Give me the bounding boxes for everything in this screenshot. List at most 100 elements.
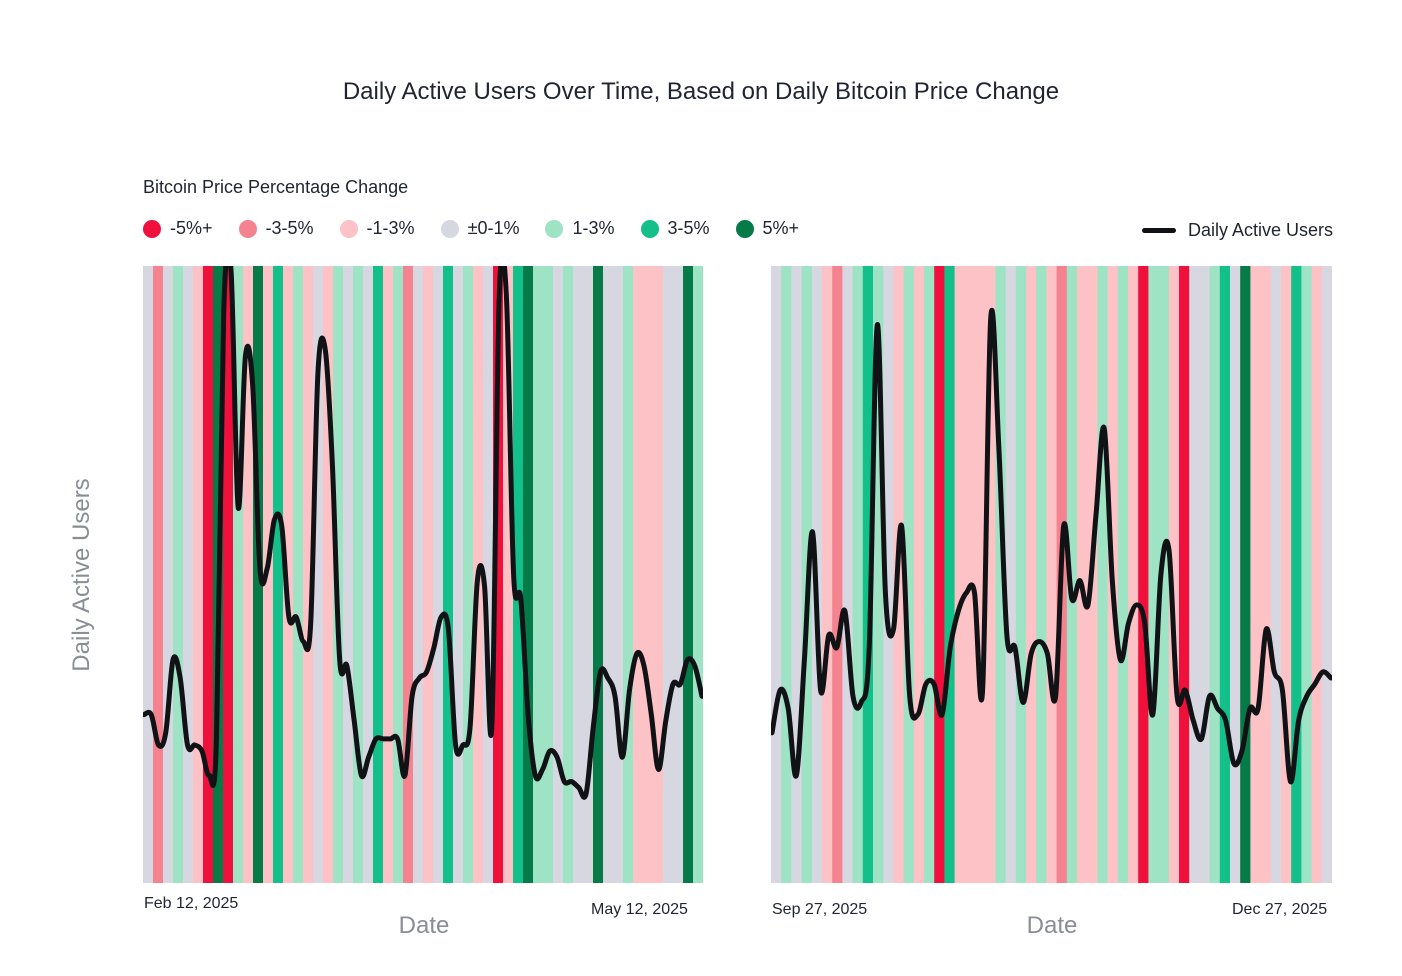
left-price-band-up1 (533, 266, 544, 883)
legend-item-down5[interactable]: -5%+ (143, 218, 213, 239)
left-price-band-up1 (693, 266, 703, 883)
legend-item-up5[interactable]: 5%+ (735, 218, 800, 239)
legend-swatch-up3 (640, 219, 659, 238)
right-price-band-neutral (1321, 266, 1332, 883)
legend-label-up5: 5%+ (762, 218, 800, 238)
right-price-band-neutral (842, 266, 854, 883)
left-price-band-neutral (613, 266, 624, 883)
legend-item-down3[interactable]: -3-5% (238, 218, 314, 239)
right-price-band-up3 (1219, 266, 1231, 883)
left-x-tick-start: Feb 12, 2025 (144, 895, 239, 912)
left-price-band-up3 (513, 266, 524, 883)
left-price-band-neutral (313, 266, 324, 883)
right-price-band-down1 (1281, 266, 1292, 883)
right-price-band-down5 (934, 266, 945, 883)
chart-title: Daily Active Users Over Time, Based on D… (342, 78, 1060, 105)
legend-title: Bitcoin Price Percentage Change (143, 177, 409, 197)
legend-item-up1[interactable]: 1-3% (545, 218, 615, 239)
right-price-band-up5 (1240, 266, 1251, 883)
right-price-band-neutral (883, 266, 894, 883)
left-price-band-neutral (453, 266, 464, 883)
right-price-band-down1 (1077, 266, 1088, 883)
left-chart-panel (143, 266, 703, 883)
right-price-band-down1 (1250, 266, 1262, 883)
left-price-band-down3 (153, 266, 164, 883)
right-price-band-up1 (1117, 266, 1129, 883)
left-price-band-down1 (303, 266, 314, 883)
left-price-band-down1 (503, 266, 514, 883)
right-price-band-up3 (944, 266, 956, 883)
right-price-band-down3 (832, 266, 843, 883)
legend-item-neutral[interactable]: ±0-1% (440, 218, 519, 239)
left-price-band-neutral (573, 266, 584, 883)
right-price-band-up1 (1066, 266, 1078, 883)
legend-item-down1[interactable]: -1-3% (339, 218, 415, 239)
left-price-band-up5 (683, 266, 694, 883)
line-legend[interactable]: Daily Active Users (1141, 220, 1333, 241)
right-price-band-neutral (1230, 266, 1241, 883)
right-x-tick-end: Dec 27, 2025 (1232, 901, 1328, 918)
left-price-band-neutral (143, 266, 154, 883)
left-price-band-down1 (323, 266, 334, 883)
left-price-band-down5 (223, 266, 234, 883)
left-price-band-neutral (553, 266, 564, 883)
legend-swatch-neutral (440, 219, 459, 238)
left-price-band-neutral (583, 266, 594, 883)
right-price-band-up1 (852, 266, 864, 883)
legend-label-down5: -5%+ (170, 218, 213, 238)
left-price-band-down5 (203, 266, 214, 883)
right-price-band-down1 (964, 266, 976, 883)
left-price-band-neutral (163, 266, 174, 883)
left-daily-active-users-line[interactable] (143, 266, 703, 800)
right-price-band-down1 (822, 266, 833, 883)
left-price-band-up3 (373, 266, 384, 883)
right-price-band-up1 (1158, 266, 1170, 883)
right-price-band-neutral (791, 266, 803, 883)
left-price-band-up3 (273, 266, 284, 883)
left-price-band-neutral (483, 266, 494, 883)
left-price-band-neutral (183, 266, 194, 883)
left-price-band-down3 (403, 266, 414, 883)
left-price-band-up5 (523, 266, 534, 883)
left-price-band-up1 (463, 266, 474, 883)
left-x-axis-label: Date (398, 912, 450, 939)
right-price-band-up1 (1209, 266, 1221, 883)
right-daily-active-users-line[interactable] (771, 307, 1332, 785)
left-price-band-down1 (633, 266, 644, 883)
left-price-band-down1 (193, 266, 204, 883)
right-price-band-up1 (924, 266, 935, 883)
right-price-band-up1 (1148, 266, 1160, 883)
color-legend: -5%+ -3-5% -1-3% ±0-1% 1-3% 3-5% 5%+ (143, 218, 825, 239)
right-price-band-neutral (1189, 266, 1200, 883)
right-price-band-down1 (1260, 266, 1272, 883)
right-price-band-neutral (1199, 266, 1211, 883)
left-price-band-up1 (563, 266, 574, 883)
right-price-band-down1 (1168, 266, 1180, 883)
left-price-band-neutral (413, 266, 424, 883)
right-price-band-up3 (862, 266, 874, 883)
right-price-band-up1 (903, 266, 915, 883)
right-price-band-up1 (1015, 266, 1027, 883)
right-price-band-up1 (1036, 266, 1047, 883)
left-price-band-up5 (593, 266, 604, 883)
legend-label-up1: 1-3% (572, 218, 615, 238)
right-price-band-neutral (771, 266, 782, 883)
legend-swatch-up1 (545, 219, 564, 238)
line-legend-swatch (1141, 228, 1176, 233)
left-price-band-down1 (243, 266, 254, 883)
right-price-band-down1 (1128, 266, 1139, 883)
left-price-band-neutral (433, 266, 444, 883)
legend-item-up3[interactable]: 3-5% (640, 218, 710, 239)
right-price-band-down1 (913, 266, 925, 883)
left-price-band-up1 (623, 266, 634, 883)
legend-swatch-down5 (143, 219, 161, 238)
right-price-band-down1 (1026, 266, 1037, 883)
left-price-band-down1 (643, 266, 654, 883)
left-price-band-down1 (383, 266, 394, 883)
left-price-band-down1 (423, 266, 434, 883)
right-price-band-up1 (781, 266, 792, 883)
right-price-band-up1 (1097, 266, 1109, 883)
left-price-band-up1 (353, 266, 364, 883)
left-price-band-neutral (343, 266, 354, 883)
left-price-band-up1 (543, 266, 554, 883)
